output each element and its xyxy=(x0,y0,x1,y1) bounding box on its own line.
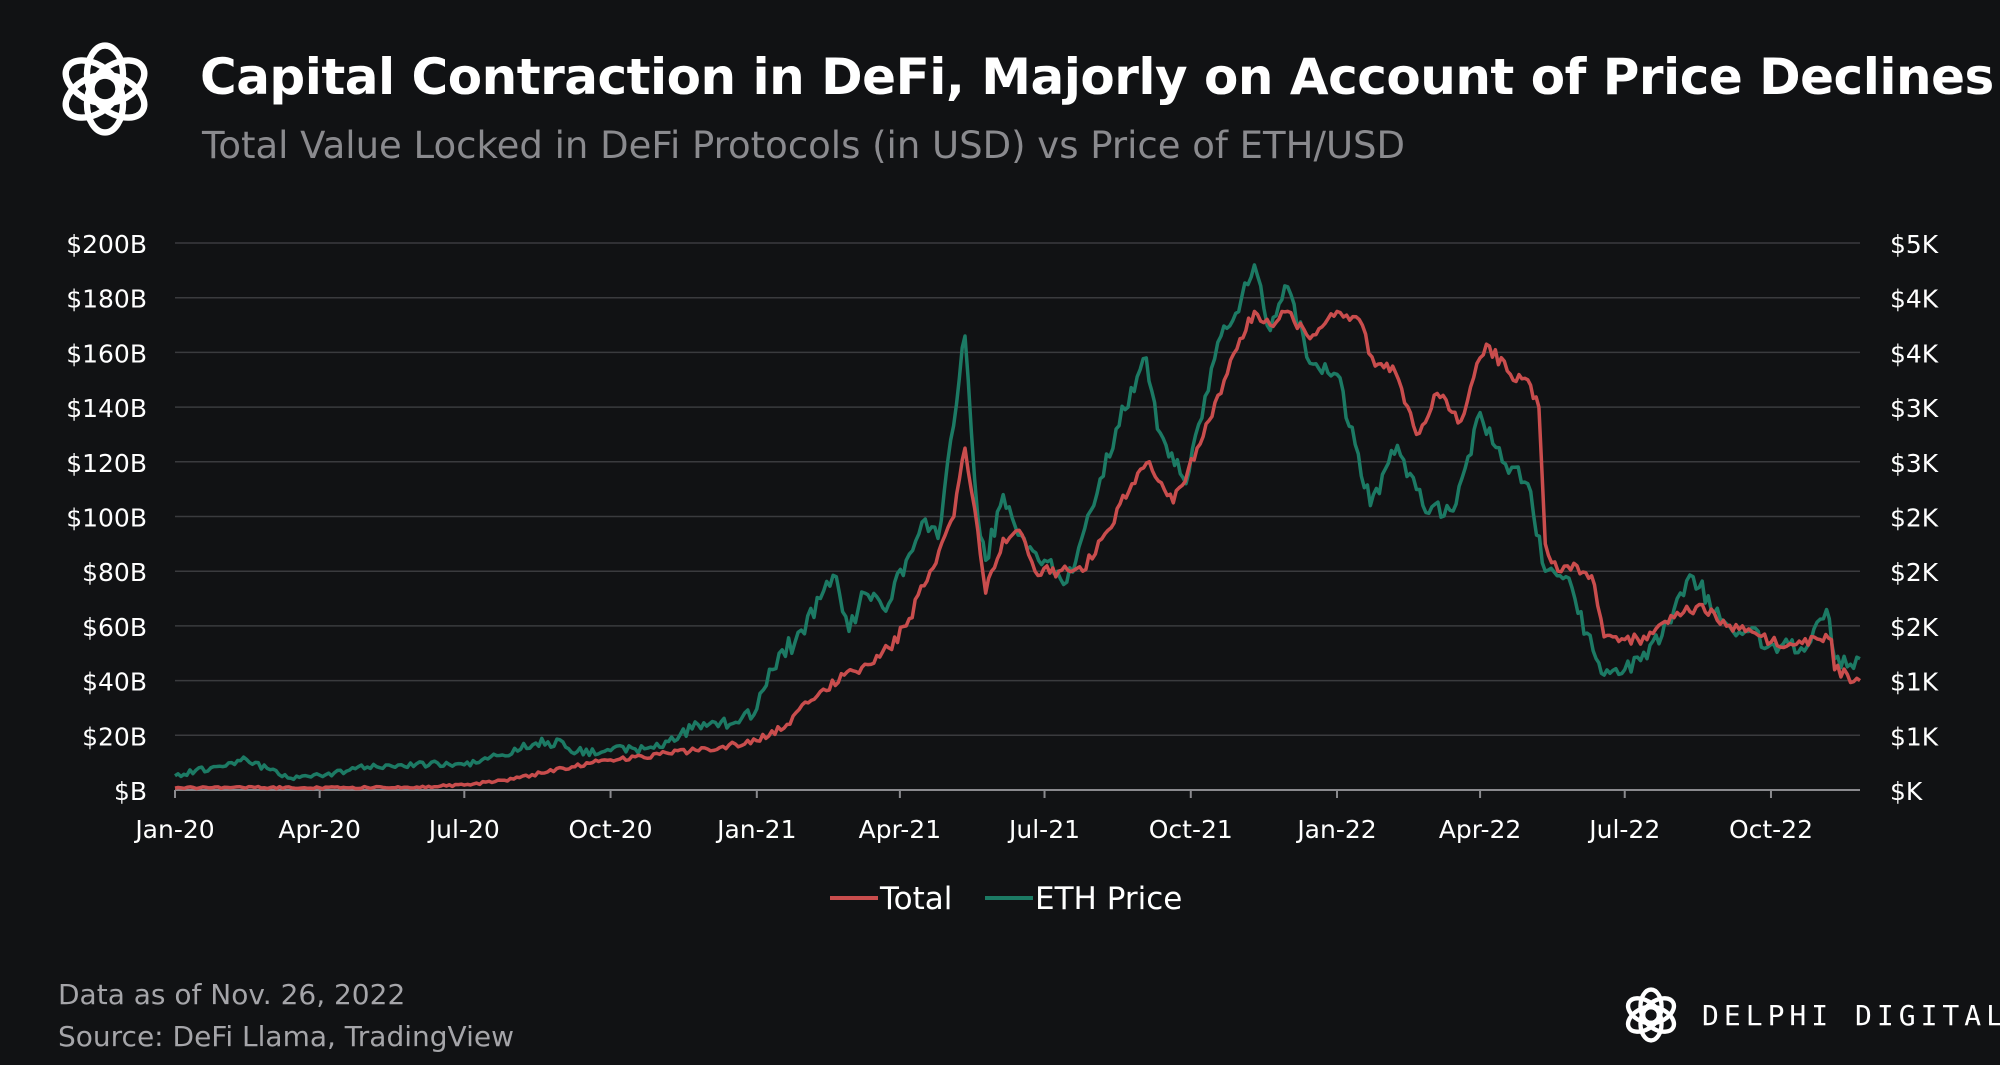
y-left-tick-label: $160B xyxy=(66,339,147,368)
y-right-tick-label: $3K xyxy=(1890,394,1939,423)
y-left-tick-label: $20B xyxy=(82,722,147,751)
x-tick-label: Oct-22 xyxy=(1729,815,1813,844)
y-right-tick-label: $K xyxy=(1890,777,1923,806)
x-tick-label: Apr-21 xyxy=(859,815,941,844)
series-line-eth-price xyxy=(174,263,1861,782)
x-tick-label: Apr-20 xyxy=(278,815,360,844)
y-right-tick-label: $2K xyxy=(1890,504,1939,533)
y-right-tick-label: $3K xyxy=(1890,449,1939,478)
data-date-note: Data as of Nov. 26, 2022 xyxy=(58,978,406,1011)
y-left-tick-label: $40B xyxy=(82,668,147,697)
y-right-tick-label: $4K xyxy=(1890,285,1939,314)
x-tick-label: Apr-22 xyxy=(1439,815,1521,844)
x-tick-label: Jan-20 xyxy=(133,815,214,844)
x-tick-label: Jul-22 xyxy=(1587,815,1660,844)
delphi-brand-logo-icon xyxy=(1625,987,1677,1043)
y-right-tick-label: $1K xyxy=(1890,722,1939,751)
y-right-tick-label: $4K xyxy=(1890,339,1939,368)
chart-subtitle: Total Value Locked in DeFi Protocols (in… xyxy=(202,124,1406,167)
source-note: Source: DeFi Llama, TradingView xyxy=(58,1020,514,1053)
y-right-tick-label: $2K xyxy=(1890,558,1939,587)
y-right-tick-label: $1K xyxy=(1890,668,1939,697)
y-left-tick-label: $100B xyxy=(66,504,147,533)
y-left-tick-label: $60B xyxy=(82,613,147,642)
y-right-tick-label: $2K xyxy=(1890,613,1939,642)
y-left-tick-label: $180B xyxy=(66,285,147,314)
x-tick-label: Oct-20 xyxy=(569,815,653,844)
legend-label-total: Total xyxy=(879,881,952,917)
y-left-tick-label: $80B xyxy=(82,558,147,587)
y-left-tick-label: $200B xyxy=(66,230,147,259)
x-tick-label: Jul-20 xyxy=(427,815,500,844)
x-tick-label: Oct-21 xyxy=(1149,815,1233,844)
series-line-total xyxy=(174,309,1862,791)
x-tick-label: Jan-21 xyxy=(715,815,796,844)
delphi-logo-icon xyxy=(62,42,148,136)
x-tick-label: Jan-22 xyxy=(1295,815,1376,844)
y-right-tick-label: $5K xyxy=(1890,230,1939,259)
chart-title: Capital Contraction in DeFi, Majorly on … xyxy=(200,48,1994,106)
brand-footer: DELPHI DIGITAL xyxy=(1620,980,2000,1050)
y-left-tick-label: $120B xyxy=(66,449,147,478)
y-left-tick-label: $140B xyxy=(66,394,147,423)
brand-name: DELPHI DIGITAL xyxy=(1702,998,2000,1032)
legend-label-eth-price: ETH Price xyxy=(1035,881,1182,917)
y-left-tick-label: $B xyxy=(114,777,147,806)
chart-canvas: $B $K $20B $1K $40B $1K $60B $2K $80B $2K $100B $2K… xyxy=(66,230,1939,917)
x-tick-label: Jul-21 xyxy=(1007,815,1080,844)
